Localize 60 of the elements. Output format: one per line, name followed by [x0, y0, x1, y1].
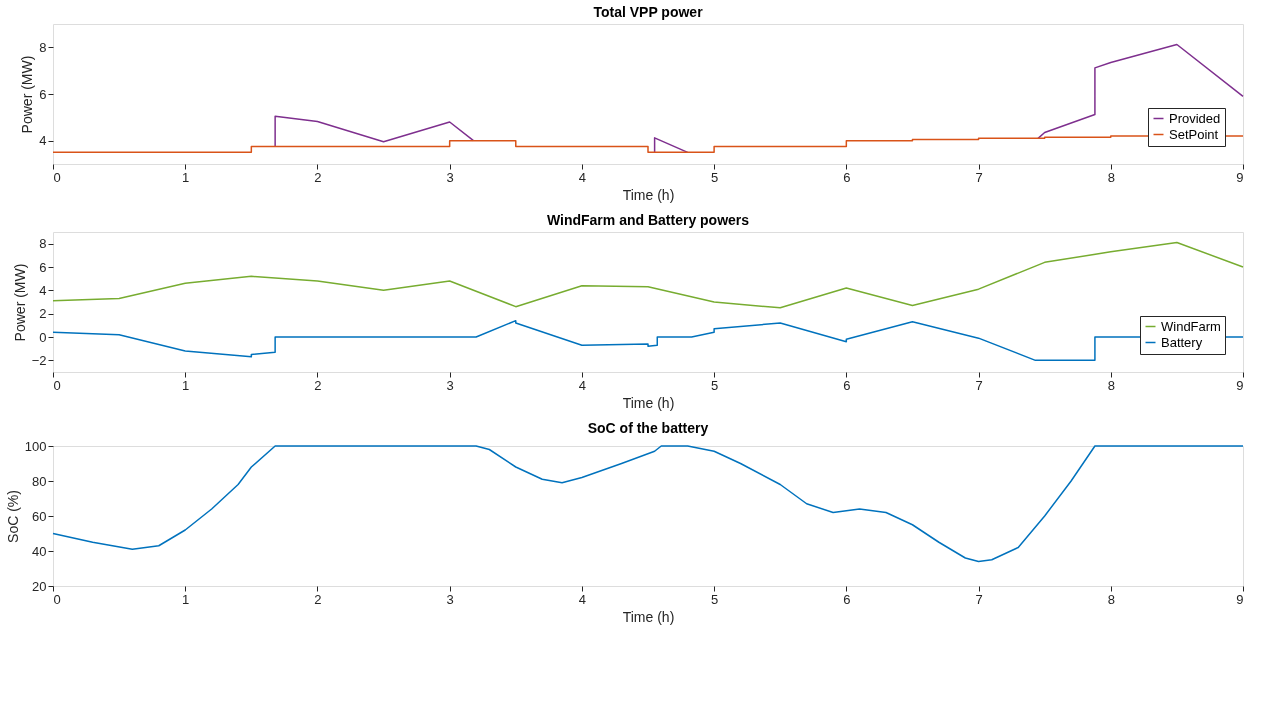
- x-tick-label: 7: [975, 377, 983, 393]
- legend-label: SetPoint: [1169, 126, 1219, 142]
- y-tick-label: 4: [39, 282, 47, 298]
- x-tick-label: 0: [53, 377, 61, 393]
- y-tick-label: 80: [32, 473, 47, 489]
- x-tick-label: 3: [446, 591, 454, 607]
- chart-title: Total VPP power: [593, 4, 704, 20]
- y-axis-title: Power (MW): [19, 55, 36, 134]
- x-tick-label: 1: [182, 169, 190, 185]
- x-tick-label: 6: [843, 591, 851, 607]
- y-tick-label: 40: [32, 543, 47, 559]
- x-tick-label: 8: [1107, 377, 1115, 393]
- y-tick-label: 8: [39, 236, 47, 252]
- y-tick-label: 2: [39, 306, 47, 322]
- line-series: [52, 319, 1244, 362]
- y-axis-title: Power (MW): [11, 263, 28, 342]
- x-tick-label: 3: [446, 169, 454, 185]
- x-tick-label: 4: [578, 169, 587, 185]
- x-tick-label: 2: [314, 169, 322, 185]
- x-tick-label: 9: [1236, 591, 1244, 607]
- x-tick-label: 9: [1236, 377, 1244, 393]
- x-tick-label: 5: [710, 377, 719, 393]
- x-tick-label: 6: [843, 169, 851, 185]
- x-tick-label: 8: [1107, 591, 1115, 607]
- x-tick-label: 9: [1236, 169, 1244, 185]
- y-axis-title: SoC (%): [4, 490, 21, 543]
- legend-label: WindFarm: [1161, 318, 1221, 334]
- y-tick-label: −2: [31, 352, 47, 368]
- x-tick-label: 7: [975, 591, 983, 607]
- x-tick-label: 5: [710, 591, 719, 607]
- x-axis-title: Time (h): [622, 186, 675, 203]
- y-tick-label: 20: [32, 578, 47, 594]
- chart-title: SoC of the battery: [587, 420, 709, 436]
- chart-title: WindFarm and Battery powers: [546, 212, 750, 228]
- x-tick-label: 1: [182, 591, 190, 607]
- x-tick-label: 3: [446, 377, 454, 393]
- x-axis-title: Time (h): [622, 608, 675, 625]
- y-tick-label: 6: [39, 86, 47, 102]
- line-series: [52, 241, 1244, 309]
- x-tick-label: 1: [182, 377, 190, 393]
- x-tick-label: 6: [843, 377, 851, 393]
- x-axis-title: Time (h): [622, 394, 675, 411]
- y-tick-label: 6: [39, 259, 47, 275]
- line-series: [52, 445, 1244, 563]
- y-tick-label: 8: [39, 39, 47, 55]
- legend-label: Battery: [1161, 334, 1203, 350]
- x-tick-label: 5: [710, 169, 719, 185]
- x-tick-label: 4: [578, 377, 587, 393]
- x-tick-label: 2: [314, 591, 322, 607]
- y-tick-label: 4: [39, 133, 47, 149]
- y-tick-label: 60: [32, 508, 47, 524]
- legend-label: Provided: [1169, 110, 1221, 126]
- x-tick-label: 2: [314, 377, 322, 393]
- y-tick-label: 0: [39, 329, 47, 345]
- x-tick-label: 8: [1107, 169, 1115, 185]
- x-tick-label: 0: [53, 591, 61, 607]
- x-tick-label: 7: [975, 169, 983, 185]
- y-tick-label: 100: [24, 438, 47, 454]
- x-tick-label: 0: [53, 169, 61, 185]
- x-tick-label: 4: [578, 591, 587, 607]
